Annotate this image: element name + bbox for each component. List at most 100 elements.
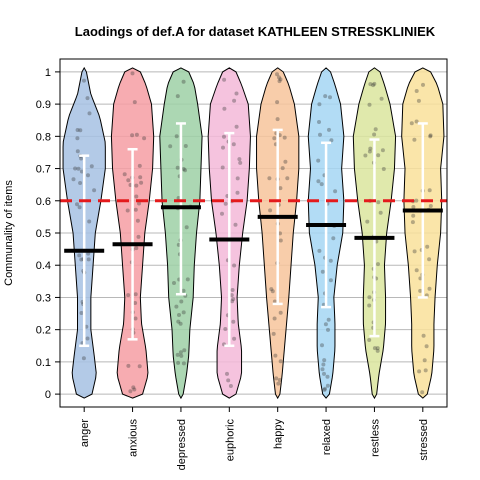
data-point [268, 208, 273, 213]
data-point [411, 205, 416, 209]
data-point [329, 138, 334, 143]
data-point [278, 359, 283, 364]
data-point [373, 127, 378, 132]
data-point [137, 201, 141, 206]
data-point [75, 128, 80, 132]
data-point [327, 127, 331, 132]
data-point [75, 149, 80, 154]
data-point [176, 196, 181, 200]
data-point [275, 117, 280, 122]
y-axis-label: Communality of items [3, 180, 15, 286]
data-point [231, 142, 236, 147]
x-tick-label-happy: happy [273, 419, 285, 449]
data-point [328, 278, 333, 283]
data-point [137, 163, 142, 168]
data-point [375, 348, 380, 353]
data-point [380, 148, 385, 153]
data-point [231, 297, 236, 302]
data-point [138, 175, 143, 180]
data-point [176, 360, 181, 365]
data-point [274, 376, 279, 381]
data-point [411, 213, 416, 218]
data-point [174, 304, 179, 309]
data-point [326, 317, 331, 322]
data-point [427, 188, 432, 193]
data-point [378, 210, 383, 215]
data-point [278, 238, 283, 243]
y-tick-label: 0.8 [36, 131, 51, 143]
data-point [379, 96, 384, 101]
data-point [133, 301, 138, 305]
data-point [367, 102, 372, 107]
x-tick-label-anxious: anxious [128, 419, 140, 457]
data-point [232, 263, 237, 268]
data-point [325, 374, 330, 379]
data-point [319, 182, 324, 187]
data-point [79, 311, 84, 315]
data-point [428, 204, 433, 208]
data-point [328, 95, 332, 100]
data-point [326, 327, 330, 332]
x-tick-label-depressed: depressed [176, 419, 188, 470]
data-point [221, 145, 225, 150]
data-point [376, 200, 381, 205]
data-point [132, 100, 137, 105]
data-point [234, 124, 239, 129]
data-point [222, 134, 226, 139]
data-point [176, 319, 181, 324]
data-point [222, 77, 227, 82]
data-point [174, 134, 179, 139]
data-point [320, 343, 324, 348]
data-point [275, 100, 280, 105]
data-point [181, 288, 186, 293]
data-point [283, 159, 288, 164]
data-point [323, 94, 328, 99]
data-point [77, 205, 82, 210]
data-point [179, 299, 184, 304]
y-tick-label: 0.2 [36, 325, 51, 337]
data-point [178, 321, 183, 326]
data-point [367, 149, 372, 154]
data-point [130, 133, 135, 138]
data-point [322, 387, 327, 392]
data-point [423, 368, 428, 373]
data-point [136, 234, 141, 239]
data-point [78, 128, 83, 133]
data-point [427, 286, 432, 291]
data-point [414, 119, 419, 124]
data-point [325, 383, 330, 388]
data-point [178, 350, 183, 355]
data-point [322, 371, 326, 376]
data-point [323, 322, 328, 327]
data-point [365, 219, 370, 224]
data-point [81, 356, 86, 361]
data-point [222, 106, 227, 111]
data-point [168, 144, 173, 149]
data-point [278, 310, 283, 315]
data-point [316, 179, 321, 184]
data-point [276, 381, 281, 386]
y-tick-label: 1 [45, 67, 51, 79]
data-point [126, 178, 131, 183]
y-tick-label: 0.7 [36, 164, 51, 176]
data-point [135, 218, 140, 223]
data-point [414, 89, 419, 93]
data-point [226, 378, 231, 383]
data-point [278, 77, 283, 82]
data-point [223, 201, 228, 206]
data-point [277, 79, 282, 84]
data-point [231, 319, 236, 324]
data-point [75, 202, 79, 207]
data-point [412, 137, 417, 142]
data-point [181, 310, 186, 315]
data-point [172, 281, 176, 285]
data-point [238, 160, 243, 165]
y-tick-label: 0.6 [36, 196, 51, 208]
data-point [428, 133, 433, 138]
data-point [368, 146, 373, 151]
x-tick-label-restless: restless [369, 419, 381, 457]
data-point [76, 166, 81, 171]
y-tick-label: 0.9 [36, 99, 51, 111]
data-point [133, 207, 138, 212]
